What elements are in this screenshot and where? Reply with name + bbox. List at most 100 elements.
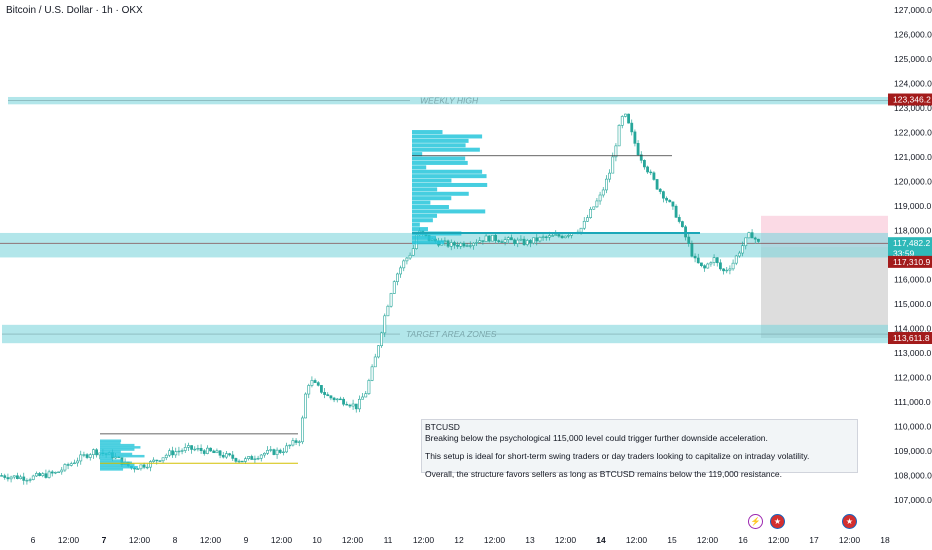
candle-body — [278, 449, 282, 453]
candle-body — [244, 458, 247, 462]
candle-body — [316, 382, 320, 386]
candle-body — [38, 473, 41, 476]
candle-body — [69, 463, 73, 466]
candle-body — [700, 262, 703, 266]
candle-body — [28, 479, 32, 481]
candle-body — [190, 445, 193, 450]
candle-body — [272, 449, 276, 455]
candle-body — [383, 315, 387, 334]
price-tag-label: 113,611.8 — [893, 333, 930, 343]
candle-body — [633, 131, 637, 144]
candle-body — [85, 454, 89, 458]
candle-body — [348, 404, 352, 407]
candle-body — [256, 457, 260, 460]
candle-body — [601, 189, 605, 196]
candle-body — [655, 179, 659, 190]
candle-body — [643, 160, 646, 168]
candle-body — [183, 447, 187, 451]
chart-title: Bitcoin / U.S. Dollar · 1h · OKX — [6, 5, 143, 16]
us-flag-icon[interactable]: ★ — [842, 514, 857, 529]
candle-body — [551, 235, 554, 237]
candle-body — [652, 172, 656, 180]
middle-zone — [0, 232, 888, 258]
candle-body — [690, 243, 694, 257]
candle-body — [453, 242, 456, 246]
candle-body — [301, 417, 304, 443]
volume-profile-bar — [100, 450, 121, 454]
price-tag — [888, 237, 932, 250]
candle-body — [367, 380, 371, 394]
y-tick-label: 114,000.0 — [894, 324, 931, 334]
y-tick-label: 118,000.0 — [894, 226, 931, 236]
candle-body — [50, 471, 54, 474]
candle-body — [234, 458, 238, 462]
candle-body — [19, 476, 22, 480]
y-tick-label: 107,000.0 — [894, 495, 932, 505]
candle-body — [275, 449, 279, 455]
volume-profile-bar — [100, 463, 135, 467]
candle-body — [202, 450, 206, 454]
candle-body — [658, 188, 662, 192]
candle-body — [3, 475, 7, 478]
y-tick-label: 116,000.0 — [894, 275, 931, 285]
candle-body — [503, 239, 507, 243]
candle-body — [92, 449, 95, 455]
candle-body — [725, 269, 729, 272]
candle-body — [408, 254, 412, 259]
analysis-note: BTCUSD Breaking below the psychological … — [421, 419, 858, 479]
x-tick-label: 14 — [596, 535, 606, 545]
weekly-high-label: WEEKLY HIGH — [420, 96, 479, 106]
candle-body — [741, 245, 744, 254]
y-tick-label: 127,000.0 — [894, 5, 932, 15]
volume-profile-bar — [412, 191, 469, 196]
candle-body — [560, 235, 564, 239]
volume-profile-bar — [412, 134, 483, 139]
candle-body — [411, 248, 415, 256]
candle-body — [516, 239, 520, 244]
volume-profile-bar — [412, 147, 480, 152]
volume-profile-bar — [412, 187, 438, 192]
candle-body — [750, 232, 754, 239]
candle-body — [649, 171, 653, 174]
candle-body — [320, 385, 323, 393]
candle-body — [164, 454, 168, 459]
candle-body — [525, 240, 529, 245]
candle-body — [627, 113, 630, 124]
candle-body — [342, 398, 345, 405]
candle-body — [177, 450, 181, 453]
candle-body — [326, 394, 330, 397]
volume-profile-bar — [412, 138, 469, 143]
candle-body — [636, 143, 640, 156]
x-tick-label: 7 — [102, 535, 107, 545]
y-tick-label: 124,000.0 — [894, 79, 932, 89]
candle-body — [399, 267, 402, 275]
candle-body — [291, 440, 295, 446]
us-flag-icon[interactable]: ★ — [770, 514, 785, 529]
x-tick-label: 12:00 — [555, 535, 577, 545]
candle-body — [196, 447, 200, 450]
candle-body — [57, 471, 60, 473]
volume-profile-bar — [100, 454, 145, 458]
candle-body — [392, 281, 396, 294]
candle-body — [218, 450, 222, 456]
candle-body — [459, 242, 463, 247]
candle-body — [557, 234, 561, 237]
candle-body — [529, 240, 532, 244]
volume-profile-bar — [412, 130, 443, 135]
lightning-icon[interactable]: ⚡ — [748, 514, 763, 529]
candle-body — [586, 217, 589, 222]
candle-body — [703, 265, 706, 269]
candle-body — [288, 444, 292, 447]
volume-profile-bar — [412, 156, 466, 161]
volume-profile-bar — [100, 459, 123, 462]
y-tick-label: 112,000.0 — [894, 373, 931, 383]
volume-profile-bar — [412, 222, 420, 227]
candle-body — [684, 226, 687, 238]
volume-profile-bar — [412, 200, 431, 205]
candle-body — [332, 397, 336, 401]
candle-body — [734, 255, 738, 264]
candle-body — [738, 252, 741, 257]
candle-body — [630, 122, 634, 133]
volume-profile-bar — [412, 182, 488, 187]
candle-body — [598, 194, 602, 202]
